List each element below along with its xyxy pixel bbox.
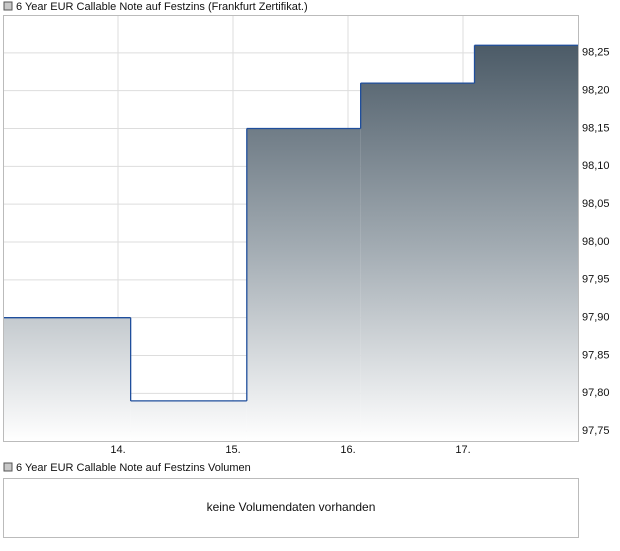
chart-title: 6 Year EUR Callable Note auf Festzins (F…	[16, 1, 308, 13]
y-tick-label: 98,10	[582, 160, 610, 172]
y-tick-label: 97,90	[582, 312, 610, 324]
x-tick-label: 15.	[225, 444, 240, 456]
y-tick-label: 97,85	[582, 349, 610, 361]
plot-area: 97,75 97,80 97,85 97,90 97,95 98,00 98,05 98,10…	[3, 15, 610, 456]
volume-message: keine Volumendaten vorhanden	[207, 500, 376, 514]
volume-title: 6 Year EUR Callable Note auf Festzins Vo…	[16, 462, 251, 474]
y-tick-label: 97,75	[582, 425, 610, 437]
area-step	[246, 128, 361, 441]
title-icon	[3, 1, 13, 11]
y-tick-label: 98,20	[582, 85, 610, 97]
x-tick-label: 17.	[455, 444, 470, 456]
y-tick-label: 98,00	[582, 236, 610, 248]
y-tick-label: 97,95	[582, 274, 610, 286]
y-tick-label: 97,80	[582, 387, 610, 399]
area-step	[474, 45, 578, 442]
y-tick-label: 98,05	[582, 198, 610, 210]
volume-border	[3, 478, 579, 538]
x-tick-label: 14.	[110, 444, 125, 456]
area-step	[3, 317, 131, 441]
area-step	[360, 83, 475, 442]
plot-border	[3, 15, 579, 442]
title-icon	[3, 462, 13, 472]
x-tick-label: 16.	[340, 444, 355, 456]
area-step	[130, 400, 247, 441]
y-tick-label: 98,15	[582, 122, 610, 134]
y-tick-label: 98,25	[582, 47, 610, 59]
